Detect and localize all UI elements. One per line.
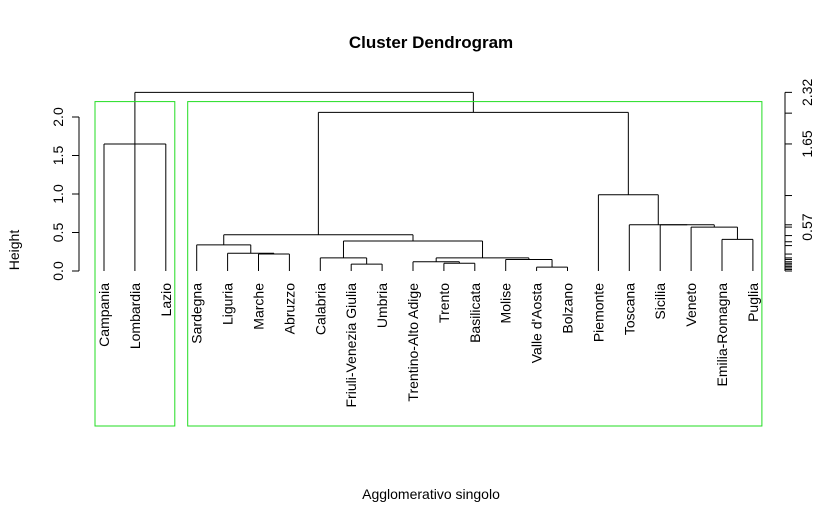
leaf-labels: Campania Lombardia Lazio Sardegna Liguria Mar… bbox=[96, 283, 761, 408]
leaf-label-emilia-romagna: Emilia-Romagna bbox=[714, 283, 730, 387]
leaf-label-molise: Molise bbox=[498, 283, 514, 324]
leaf-label-liguria: Liguria bbox=[220, 283, 236, 325]
left-tick-label: 2.0 bbox=[50, 107, 66, 127]
leaf-label-trentino-alto-adige: Trentino-Alto Adige bbox=[405, 283, 421, 402]
leaf-label-sardegna: Sardegna bbox=[189, 283, 205, 344]
leaf-label-basilicata: Basilicata bbox=[467, 283, 483, 343]
leaf-label-calabria: Calabria bbox=[312, 283, 328, 335]
leaf-label-toscana: Toscana bbox=[621, 283, 637, 335]
leaf-label-veneto: Veneto bbox=[683, 283, 699, 327]
cluster-box-1 bbox=[94, 101, 176, 427]
leaf-label-trento: Trento bbox=[436, 283, 452, 323]
leaf-label-abruzzo: Abruzzo bbox=[281, 283, 297, 335]
right-tick-label: 1.65 bbox=[799, 130, 815, 157]
leaf-label-friuli-venezia-giulia: Friuli-Venezia Giulia bbox=[343, 283, 359, 408]
leaf-label-sicilia: Sicilia bbox=[652, 283, 668, 320]
left-tick-label: 1.5 bbox=[50, 146, 66, 166]
chart-title: Cluster Dendrogram bbox=[349, 33, 513, 52]
dendrogram-links bbox=[103, 91, 754, 271]
right-tick-label: 0.57 bbox=[799, 213, 815, 240]
left-tick-label: 0.5 bbox=[50, 223, 66, 243]
leaf-label-lombardia: Lombardia bbox=[127, 283, 143, 349]
left-tick-label: 1.0 bbox=[50, 184, 66, 204]
leaf-label-umbria: Umbria bbox=[374, 283, 390, 328]
leaf-label-valle-d-aosta: Valle d'Aosta bbox=[529, 283, 545, 363]
leaf-label-lazio: Lazio bbox=[158, 283, 174, 317]
cluster-box-2 bbox=[187, 101, 763, 427]
left-tick-label: 0.0 bbox=[50, 261, 66, 281]
cluster-boxes bbox=[94, 101, 763, 427]
right-y-axis: 0.57 1.65 2.32 bbox=[784, 79, 815, 272]
leaf-label-marche: Marche bbox=[251, 283, 267, 330]
leaf-label-piemonte: Piemonte bbox=[590, 283, 606, 342]
leaf-label-puglia: Puglia bbox=[745, 283, 761, 322]
leaf-label-bolzano: Bolzano bbox=[560, 283, 576, 334]
x-axis-label: Agglomerativo singolo bbox=[362, 486, 500, 502]
right-tick-label: 2.32 bbox=[799, 79, 815, 106]
leaf-label-campania: Campania bbox=[96, 283, 112, 347]
y-axis-label: Height bbox=[6, 230, 22, 271]
left-y-axis: 0.0 0.5 1.0 1.5 2.0 bbox=[50, 107, 80, 281]
